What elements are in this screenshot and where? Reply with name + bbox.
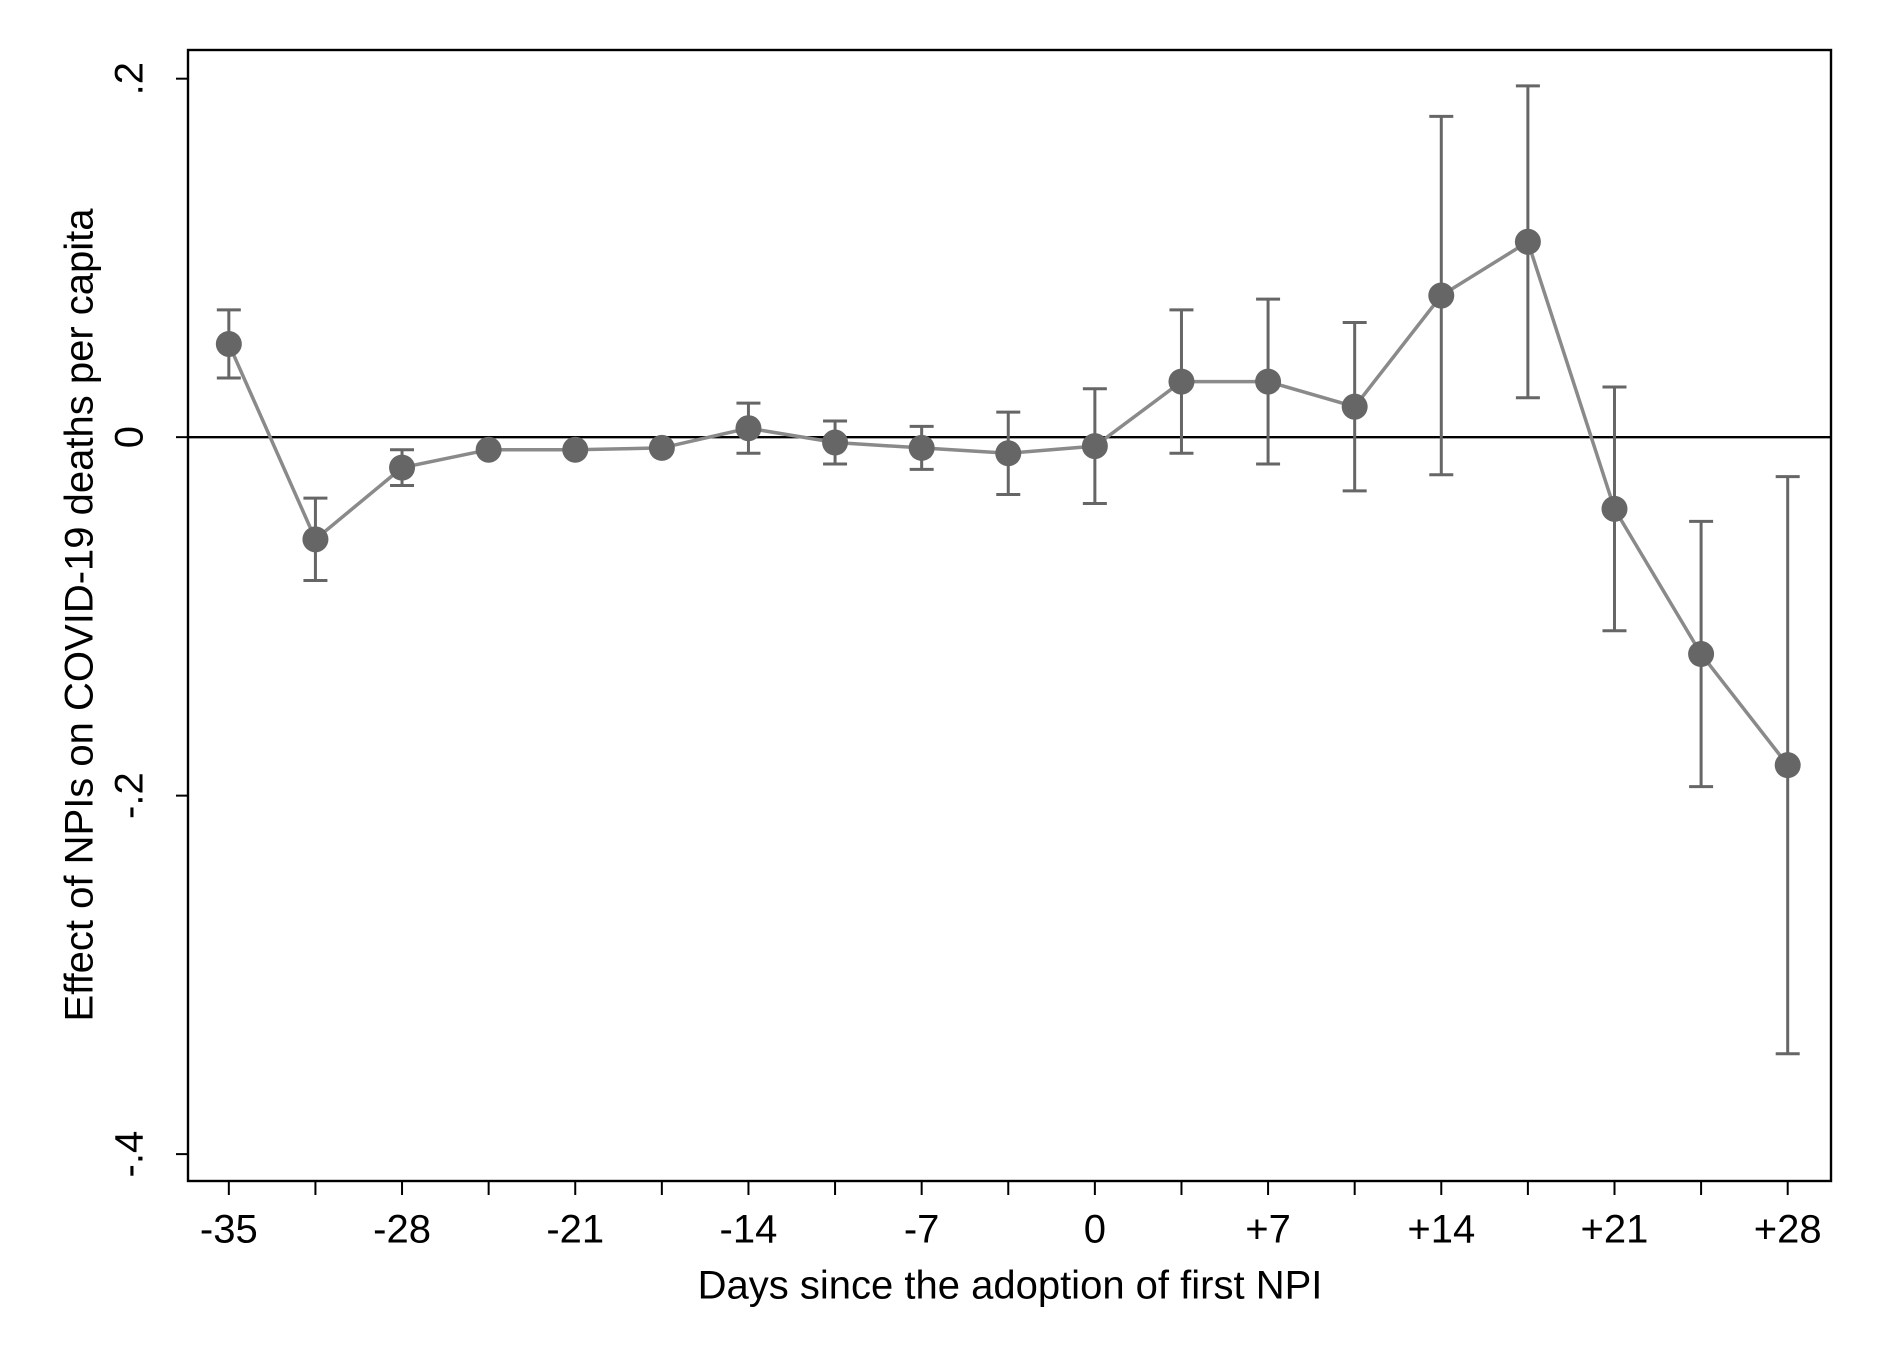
x-tick-label: +21	[1581, 1208, 1649, 1252]
point	[1428, 282, 1455, 309]
x-tick-label: -28	[373, 1208, 431, 1252]
point	[1255, 368, 1282, 395]
point	[1168, 368, 1195, 395]
point	[1688, 641, 1715, 668]
x-tick-label: -21	[546, 1208, 604, 1252]
x-tick-label: -35	[200, 1208, 258, 1252]
x-tick-label: +7	[1245, 1208, 1291, 1252]
point	[302, 526, 329, 553]
point	[908, 434, 935, 461]
point	[1774, 752, 1801, 779]
y-axis-title: Effect of NPIs on COVID-19 deaths per ca…	[58, 208, 102, 1022]
point	[1341, 393, 1368, 420]
y-tick-label: -.2	[108, 772, 152, 819]
series-line	[227, 239, 1790, 767]
y-tick-label: 0	[108, 426, 152, 448]
point	[1601, 495, 1628, 522]
x-tick-label: 0	[1084, 1208, 1106, 1252]
point	[822, 429, 849, 456]
x-axis-title: Days since the adoption of first NPI	[698, 1264, 1323, 1308]
point	[1081, 433, 1108, 460]
point	[475, 436, 502, 463]
point	[562, 436, 589, 463]
point	[389, 454, 416, 481]
point	[1514, 228, 1541, 255]
point	[995, 440, 1022, 467]
point	[735, 415, 762, 442]
point	[215, 330, 242, 357]
x-tick-label: -7	[904, 1208, 940, 1252]
x-tick-label: +28	[1754, 1208, 1822, 1252]
y-tick-label: .2	[108, 62, 152, 95]
x-tick-label: +14	[1407, 1208, 1475, 1252]
plot-frame	[186, 48, 1833, 1183]
x-tick-label: -14	[720, 1208, 778, 1252]
y-tick-label: -.4	[108, 1131, 152, 1178]
point	[648, 434, 675, 461]
